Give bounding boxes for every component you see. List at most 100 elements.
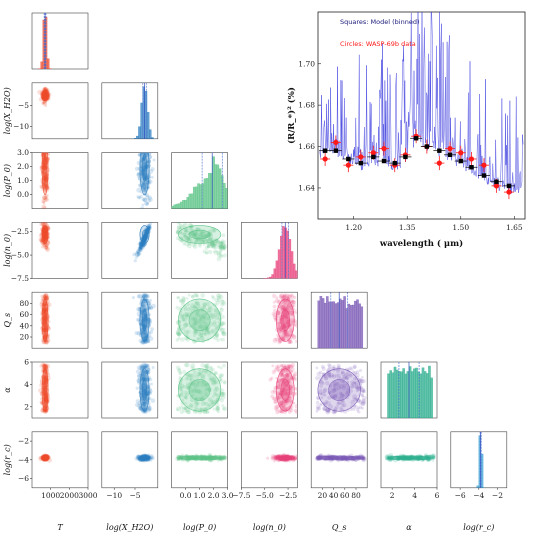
density-point (43, 363, 47, 367)
density-point (275, 376, 278, 380)
density-point (42, 315, 47, 321)
density-point (140, 377, 146, 382)
density-point (178, 385, 182, 390)
density-point (142, 145, 147, 150)
density-point (41, 204, 47, 209)
density-point (45, 295, 50, 300)
density-point (192, 230, 198, 236)
density-point (270, 376, 274, 380)
density-point (38, 456, 44, 462)
x-tick-label: 60 (340, 491, 350, 500)
density-point (209, 402, 214, 407)
density-point (204, 382, 210, 387)
density-point (273, 368, 278, 372)
density-point (142, 180, 147, 185)
density-point (140, 377, 145, 382)
density-point (328, 384, 332, 388)
density-point (184, 402, 188, 405)
density-point (282, 394, 287, 399)
density-point (40, 179, 46, 185)
density-point (285, 317, 291, 322)
density-point (144, 152, 150, 158)
hist-bar (402, 368, 405, 418)
hist-bar (334, 303, 338, 349)
density-point (138, 245, 143, 250)
density-point (146, 367, 151, 373)
density-point (43, 376, 49, 382)
density-point (142, 393, 146, 397)
density-point (139, 165, 143, 169)
density-point (206, 233, 211, 239)
density-point (142, 401, 148, 407)
density-point (213, 371, 218, 375)
density-point (137, 196, 141, 200)
density-point (44, 178, 49, 182)
density-point (142, 173, 146, 177)
density-point (329, 372, 334, 378)
density-point (140, 401, 146, 406)
density-point (42, 206, 47, 209)
density-point (285, 398, 290, 402)
density-point (147, 195, 153, 200)
density-point (316, 391, 320, 395)
density-point (143, 198, 148, 203)
density-point (342, 403, 347, 408)
density-point (45, 146, 49, 150)
density-point (144, 165, 148, 169)
density-point (45, 296, 49, 299)
density-point (144, 175, 148, 180)
density-point (280, 390, 284, 394)
hist-bar (40, 61, 43, 69)
density-point (217, 365, 221, 369)
density-point (353, 365, 357, 369)
density-point (215, 300, 221, 305)
density-point (207, 457, 212, 462)
density-point (361, 378, 366, 384)
density-point (349, 456, 354, 460)
contour (43, 229, 47, 240)
density-point (332, 384, 336, 387)
density-point (141, 143, 145, 147)
density-point (175, 320, 181, 325)
density-point (285, 406, 291, 412)
density-point (338, 391, 343, 396)
density-point (145, 193, 150, 198)
density-point (219, 457, 224, 461)
density-point (44, 245, 49, 250)
density-point (346, 371, 351, 377)
density-point (292, 377, 297, 382)
density-point (280, 371, 284, 376)
density-point (290, 364, 294, 369)
density-point (146, 456, 150, 460)
density-point (342, 457, 348, 462)
density-point (205, 251, 209, 255)
contour (317, 455, 361, 461)
density-point (42, 229, 46, 233)
density-point (355, 386, 359, 390)
density-point (204, 333, 208, 337)
density-point (41, 159, 47, 165)
density-point (143, 337, 148, 342)
density-point (189, 306, 194, 311)
density-point (282, 330, 288, 335)
density-point (144, 331, 149, 336)
density-point (42, 217, 46, 221)
density-point (180, 455, 185, 460)
density-point (141, 373, 146, 378)
density-point (288, 341, 292, 344)
density-point (355, 372, 360, 378)
density-point (361, 399, 367, 405)
density-point (141, 301, 145, 305)
density-point (43, 240, 48, 245)
density-point (181, 297, 186, 302)
density-point (290, 385, 293, 389)
density-point (333, 407, 338, 411)
density-point (349, 374, 353, 378)
density-point (41, 457, 45, 461)
density-point (42, 89, 46, 93)
density-point (190, 316, 195, 321)
density-point (207, 403, 211, 407)
contour (43, 93, 47, 99)
density-point (281, 403, 287, 409)
density-point (219, 244, 225, 250)
